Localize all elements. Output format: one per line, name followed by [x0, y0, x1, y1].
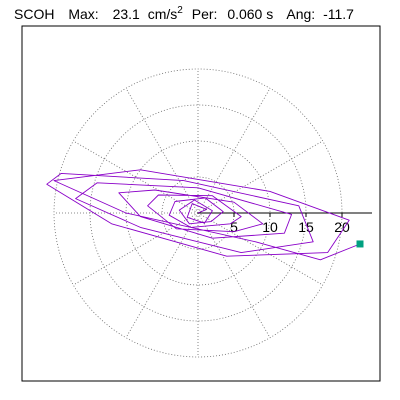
spoke	[73, 212, 199, 286]
max-unit-sup: 2	[177, 5, 183, 16]
ang-value: -11.7	[323, 6, 354, 22]
max-label: Max:	[68, 6, 98, 22]
max-unit: cm/s	[148, 6, 178, 22]
trajectory	[46, 169, 361, 261]
spoke	[197, 88, 271, 214]
spoke	[73, 140, 199, 214]
per-label: Per:	[192, 6, 218, 22]
end-marker	[356, 240, 364, 248]
spoke	[125, 88, 199, 214]
ang-label: Ang:	[286, 6, 315, 22]
max-value: 23.1	[113, 6, 140, 22]
radial-tick-label: 10	[262, 219, 278, 235]
per-value: 0.060 s	[227, 6, 273, 22]
chart-header: SCOH Max: 23.1 cm/s2 Per: 0.060 s Ang: -…	[14, 0, 354, 22]
radial-tick-label: 20	[334, 219, 350, 235]
radial-tick-label: 5	[230, 219, 238, 235]
spoke	[125, 212, 199, 338]
plot-frame	[21, 25, 381, 382]
radial-tick-label: 15	[298, 219, 314, 235]
station: SCOH	[14, 6, 54, 22]
spoke	[197, 140, 323, 214]
spoke	[197, 212, 271, 338]
